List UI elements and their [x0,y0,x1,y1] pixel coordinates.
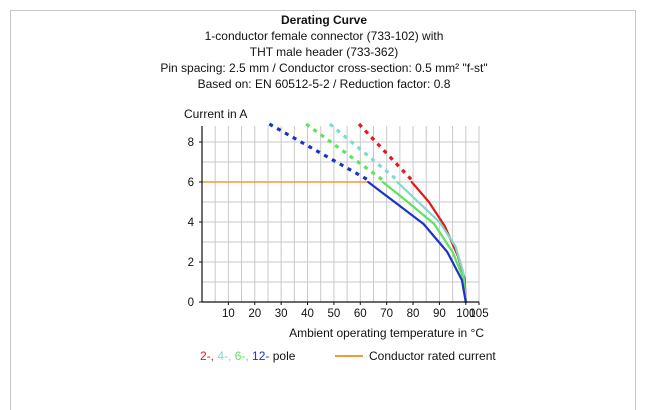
x-tick-label: 10 [222,308,235,320]
legend-separator: , [245,349,253,363]
legend-pole-12: 12- [252,349,270,363]
y-tick-label: 2 [188,257,194,269]
chart-frame [10,10,636,410]
subtitle-line-1: 1-conductor female connector (733-102) w… [204,29,444,43]
x-tick-label: 50 [328,308,341,320]
x-tick-label: 70 [380,308,393,320]
x-tick-label: 80 [407,308,420,320]
x-tick-label: 105 [469,308,488,320]
legend-separator: , [210,349,218,363]
x-tick-label: 90 [433,308,446,320]
x-axis-label: Ambient operating temperature in °C [289,326,484,340]
y-tick-label: 0 [188,297,194,309]
subtitle-line-2: THT male header (733-362) [249,45,399,59]
legend-separator: , [228,349,235,363]
series-2-pole-dashed [357,122,413,182]
pole-legend: 2-, 4-, 6-, 12- pole [200,349,295,363]
series-group [202,122,467,304]
y-tick-label: 8 [188,137,194,149]
rated-current-legend: Conductor rated current [335,349,496,363]
rated-current-legend-label: Conductor rated current [369,349,496,363]
series-4-pole-dashed [328,122,399,182]
x-tick-label: 40 [301,308,314,320]
series-6-pole-dashed [305,122,384,182]
pole-legend-suffix: pole [272,349,296,363]
x-tick-label: 30 [275,308,288,320]
x-tick-label: 60 [354,308,367,320]
title-block: Derating Curve 1-conductor female connec… [0,12,648,92]
subtitle-line-4: Based on: EN 60512-5-2 / Reduction facto… [197,77,451,91]
y-axis-label: Current in A [184,107,247,121]
rated-current-swatch [335,354,363,357]
chart-title: Derating Curve [280,13,368,27]
series-12-pole-dashed [268,122,369,182]
legend-pole-6: 6- [234,349,246,363]
x-tick-label: 20 [248,308,261,320]
legend-pole-2: 2- [200,349,211,363]
y-tick-label: 6 [188,177,194,189]
y-tick-label: 4 [188,217,195,229]
subtitle-line-3: Pin spacing: 2.5 mm / Conductor cross-se… [160,61,488,75]
legend-pole-4: 4- [217,349,229,363]
series-12-pole-solid [367,180,467,304]
x-tick-label: 100 [456,308,475,320]
series-6-pole-solid [381,180,467,304]
grid [202,126,480,302]
